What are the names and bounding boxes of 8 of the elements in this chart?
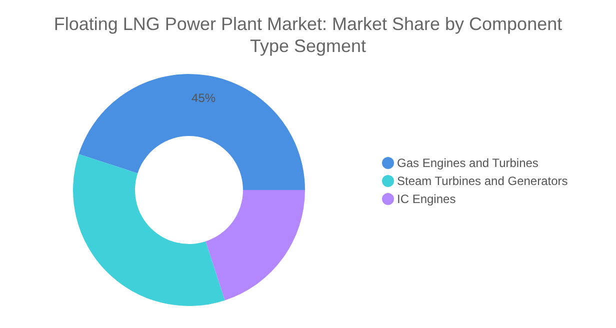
- chart-title: Floating LNG Power Plant Market: Market Share by Component Type Segment: [54, 14, 562, 56]
- legend-label: IC Engines: [397, 192, 456, 206]
- donut-slice: [206, 190, 305, 300]
- donut-slice: [73, 154, 225, 306]
- legend-label: Gas Engines and Turbines: [397, 156, 538, 170]
- legend-label: Steam Turbines and Generators: [397, 174, 568, 188]
- donut-slice: [78, 74, 305, 190]
- data-label: 45%: [192, 91, 216, 106]
